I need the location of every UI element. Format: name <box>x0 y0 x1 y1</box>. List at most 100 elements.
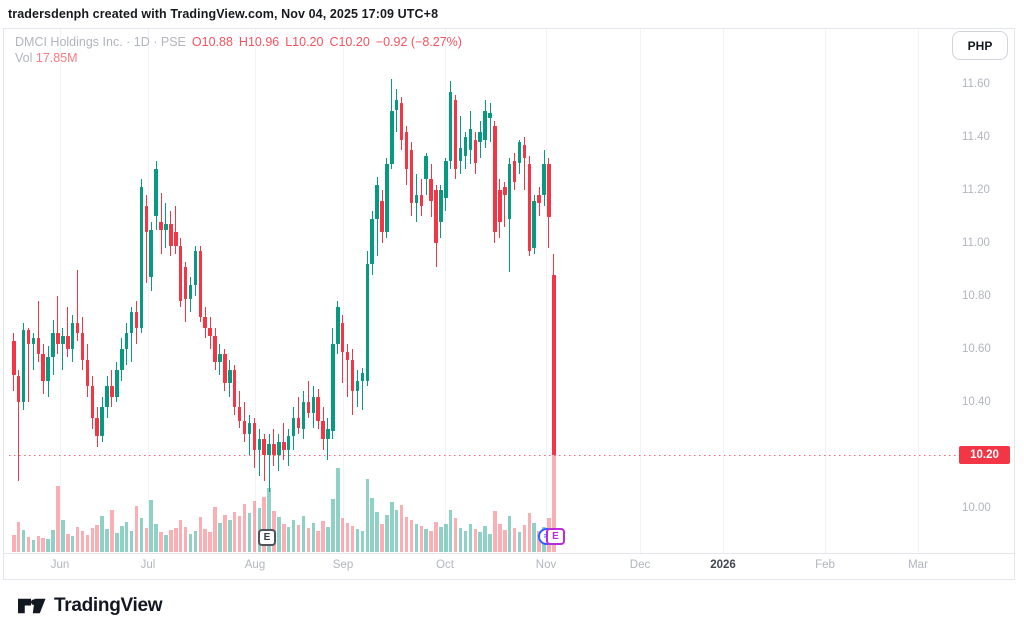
candle <box>503 187 507 196</box>
volume-bar <box>247 512 252 552</box>
candle-wick <box>298 396 300 434</box>
volume-bar <box>12 534 16 552</box>
time-axis-label: Jun <box>50 559 70 571</box>
volume-bar <box>75 527 80 552</box>
volume-bar <box>159 532 163 552</box>
volume-bar <box>144 528 149 552</box>
candle-wick <box>268 433 270 493</box>
volume-bar <box>164 534 168 552</box>
candle-wick <box>32 333 34 371</box>
candle <box>277 441 281 455</box>
candle <box>139 187 144 328</box>
volume-bar <box>321 521 325 552</box>
candle <box>301 402 306 429</box>
high-value: 10.96 <box>247 35 280 49</box>
volume-bar <box>404 517 409 552</box>
candle <box>105 386 109 408</box>
candle-wick <box>131 306 133 363</box>
volume-bar <box>213 507 217 552</box>
time-axis-label: Feb <box>815 559 835 571</box>
volume-bar <box>16 522 21 552</box>
volume-bar <box>473 529 478 552</box>
candle-wick <box>37 301 39 363</box>
time-axis[interactable]: Jun Jul Aug Sep Oct Nov Dec 2026 Feb Mar <box>0 553 1014 579</box>
tradingview-logo-text: TradingView <box>54 594 163 616</box>
price-axis-label: 10.40 <box>962 396 991 408</box>
candle <box>542 163 546 196</box>
price-axis[interactable]: 11.60 11.40 11.20 11.00 10.80 10.60 10.40 10.00… <box>958 29 1014 553</box>
volume-bar <box>336 468 340 552</box>
currency-button[interactable]: PHP <box>952 31 1008 60</box>
candle <box>522 144 527 159</box>
volume-bar <box>139 518 144 552</box>
month-gridline <box>825 29 826 553</box>
candle <box>66 335 70 349</box>
candle <box>95 417 99 437</box>
candle <box>218 354 222 363</box>
candle <box>350 359 355 392</box>
volume-bar <box>375 511 379 552</box>
price-axis-label: 11.20 <box>962 184 990 196</box>
candle <box>286 436 291 450</box>
widget-header[interactable]: DMCI Holdings Inc. · 1D · PSE O10.88 H10.9… <box>15 35 462 49</box>
candle <box>149 229 153 278</box>
volume-bar <box>21 529 26 552</box>
candle <box>223 354 227 384</box>
candle-wick <box>347 343 349 397</box>
candle <box>507 163 512 220</box>
volume-bar <box>385 515 389 552</box>
tradingview-logo[interactable]: TradingView <box>18 594 163 617</box>
candle-wick <box>57 296 59 355</box>
volume-bar <box>512 528 517 552</box>
candle <box>321 420 325 440</box>
candle <box>340 322 345 352</box>
volume-bar <box>507 516 512 552</box>
volume-bar <box>419 525 424 552</box>
candle <box>414 195 419 204</box>
symbol-title[interactable]: DMCI Holdings Inc. · 1D · PSE <box>15 35 186 49</box>
candle <box>257 439 261 450</box>
candle <box>159 221 163 230</box>
volume-bar <box>345 522 350 552</box>
candle <box>144 205 149 233</box>
volume-bar <box>134 505 139 552</box>
candle <box>75 322 80 334</box>
candle <box>129 311 134 334</box>
earnings-upcoming-marker[interactable]: E <box>546 527 565 545</box>
candle <box>493 126 497 233</box>
volume-bar <box>424 529 428 552</box>
candle <box>174 232 178 246</box>
earnings-reported-marker[interactable]: E <box>258 528 276 546</box>
candle <box>527 163 532 251</box>
candle <box>439 190 443 222</box>
month-gridline <box>343 29 344 553</box>
month-gridline <box>148 29 149 553</box>
candle <box>355 380 360 392</box>
time-axis-separator <box>4 553 1014 554</box>
volume-bar <box>124 521 129 552</box>
volume-bar <box>85 534 90 552</box>
candle-wick <box>327 417 329 461</box>
candle <box>473 139 478 164</box>
volume-bar <box>468 524 473 552</box>
candle <box>124 333 129 349</box>
volume-bar <box>129 530 134 552</box>
volume-bar <box>154 524 158 552</box>
high-label: H <box>238 35 248 49</box>
candle <box>453 99 458 169</box>
month-gridline <box>546 29 547 553</box>
volume-bar <box>463 531 468 552</box>
candle <box>90 386 95 418</box>
candle-wick <box>523 137 525 190</box>
candle <box>429 179 433 201</box>
volume-bar <box>286 527 291 552</box>
candle <box>154 168 158 217</box>
candle <box>164 224 168 230</box>
candle <box>404 131 409 169</box>
volume-bar <box>95 524 99 552</box>
candle <box>193 250 198 286</box>
plot-area[interactable]: E≈E <box>0 0 958 553</box>
candle-wick <box>396 89 398 132</box>
volume-bar <box>228 519 232 552</box>
candle <box>468 129 473 151</box>
